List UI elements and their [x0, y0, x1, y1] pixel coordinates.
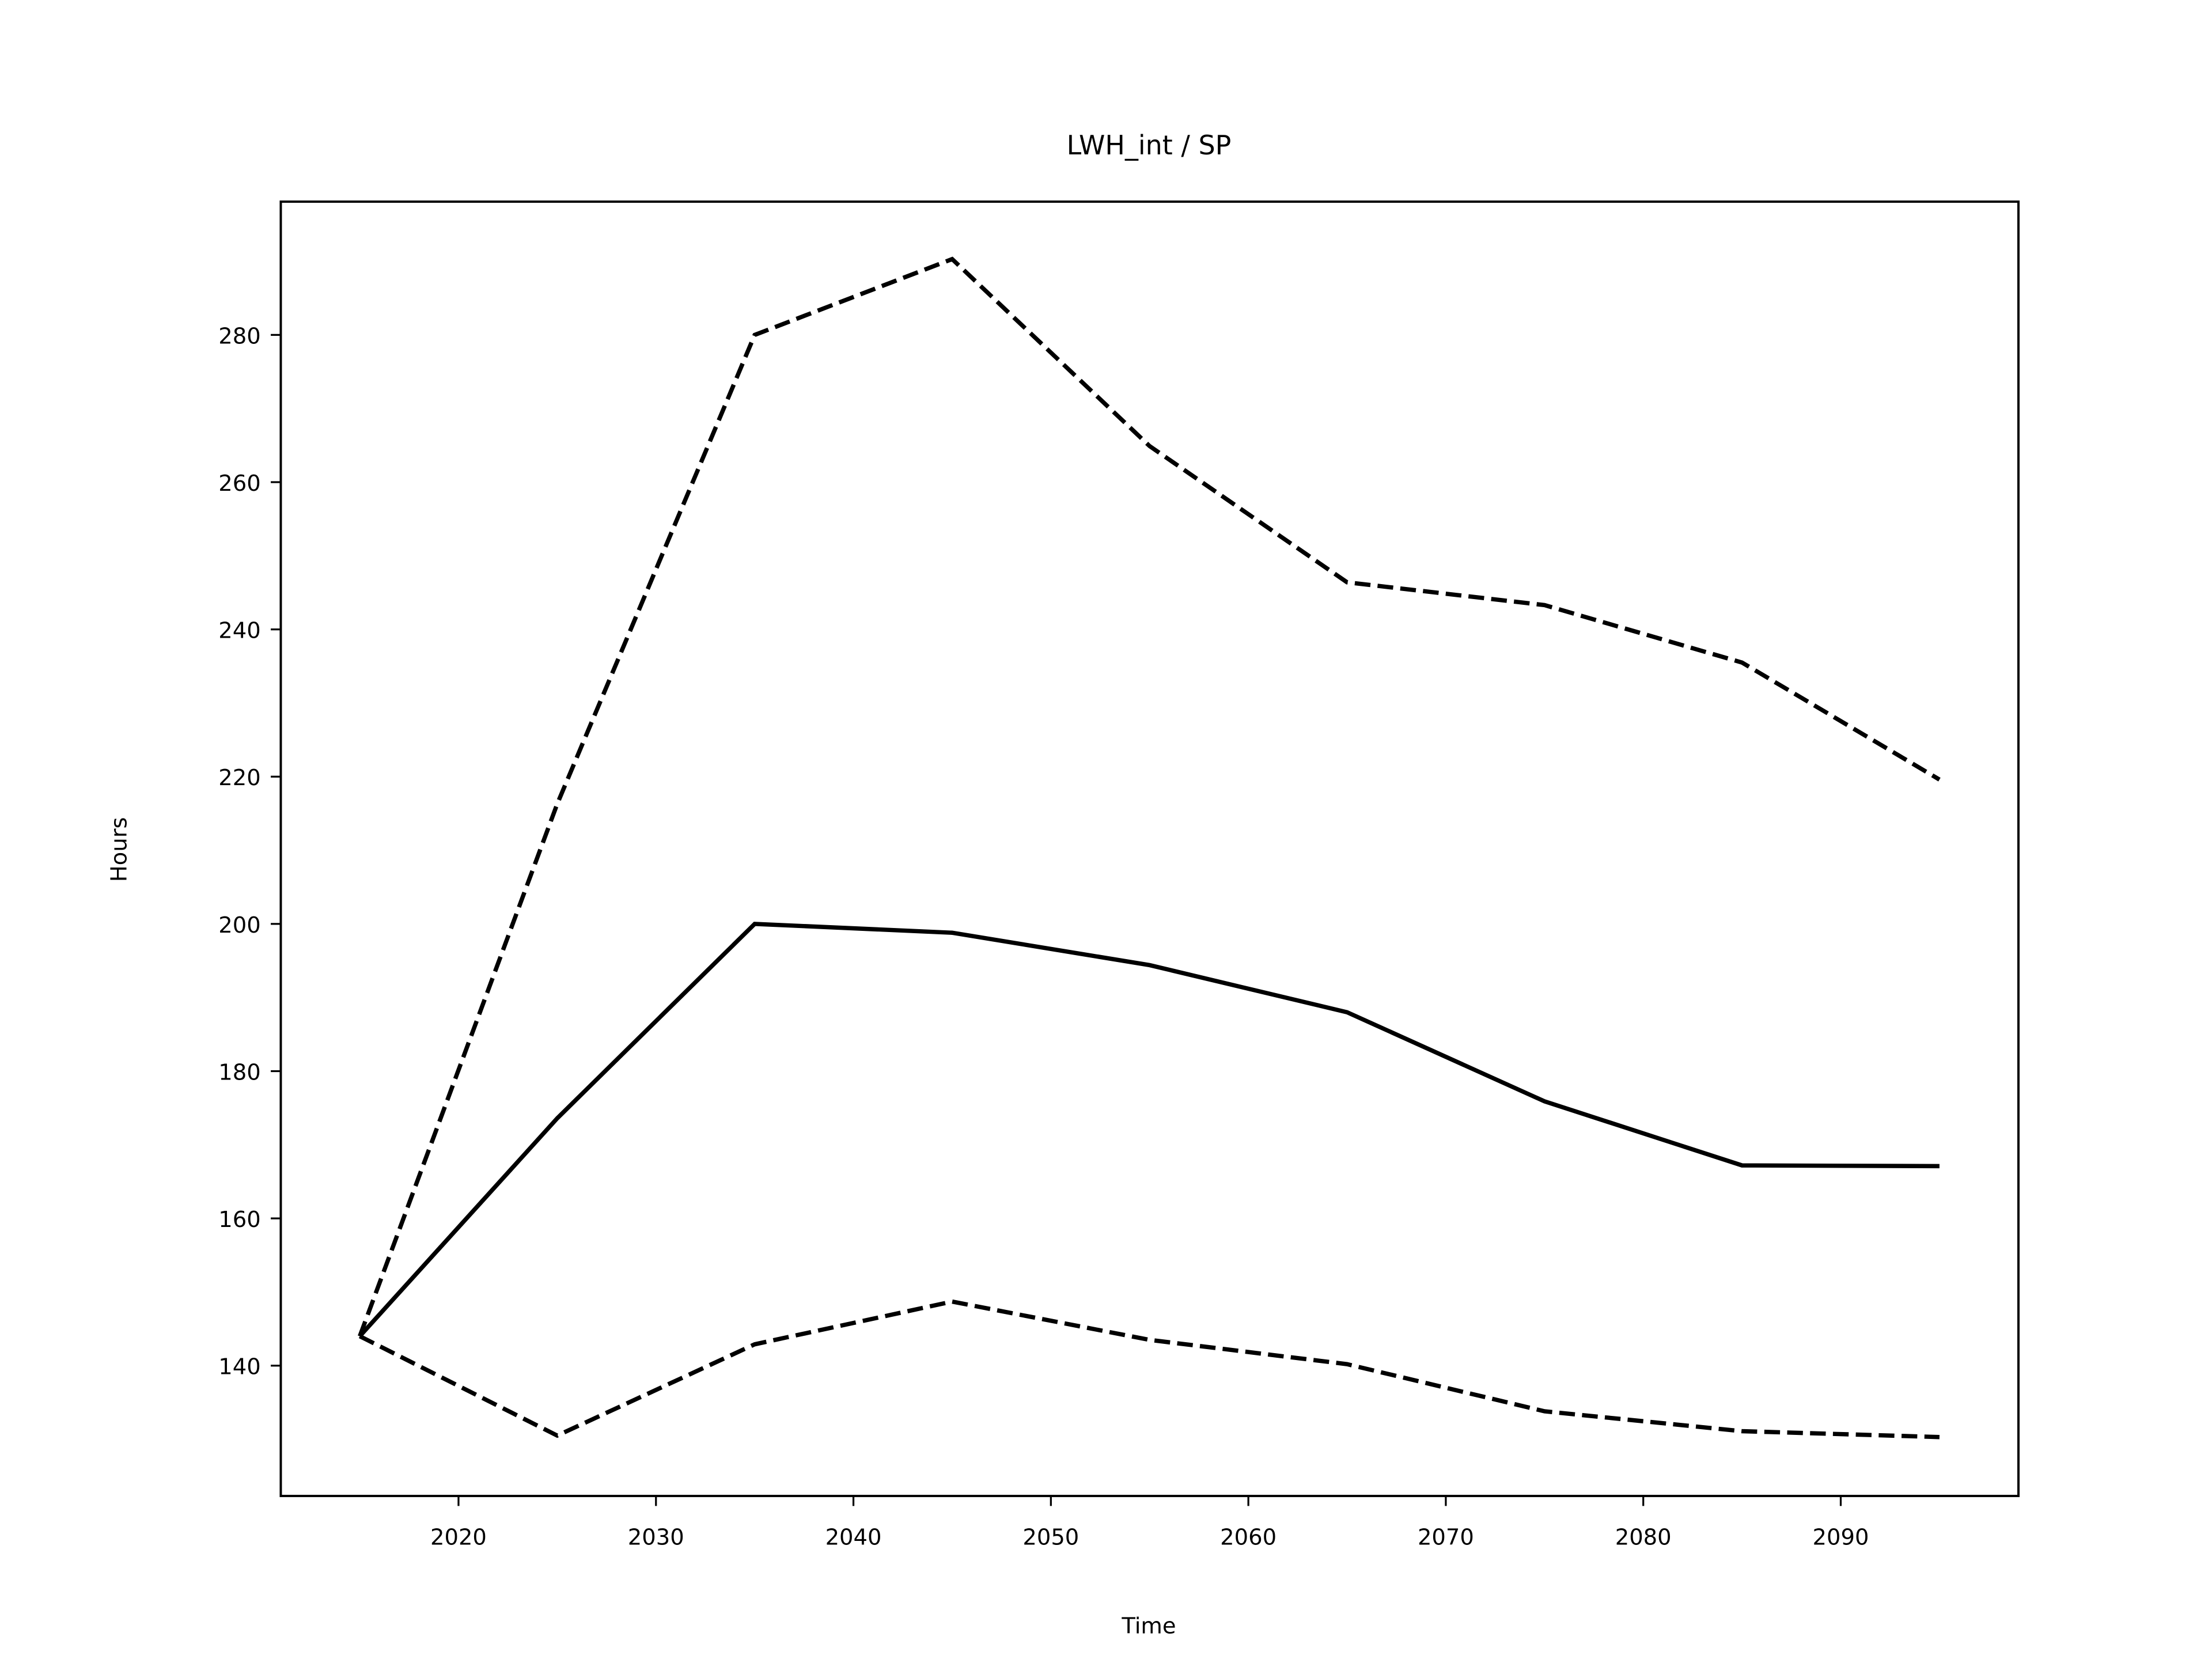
- y-axis-label: Hours: [106, 817, 132, 882]
- y-tick-label: 180: [218, 1059, 260, 1085]
- chart-title: LWH_int / SP: [1067, 130, 1232, 161]
- line-series: [358, 256, 1941, 1337]
- x-tick-label: 2030: [628, 1524, 684, 1550]
- y-tick-label: 140: [218, 1354, 260, 1380]
- y-tick-label: 240: [218, 618, 260, 644]
- x-axis-label: Time: [1121, 1613, 1176, 1639]
- line-series: [358, 922, 1940, 1338]
- x-tick-label: 2080: [1615, 1524, 1672, 1550]
- y-tick-label: 200: [218, 912, 260, 938]
- x-tick-label: 2090: [1813, 1524, 1869, 1550]
- y-tick-label: 260: [218, 471, 260, 497]
- x-tick-label: 2040: [825, 1524, 882, 1550]
- line-series: [358, 1299, 1940, 1440]
- x-tick-label: 2060: [1220, 1524, 1277, 1550]
- x-tick-label: 2070: [1418, 1524, 1474, 1550]
- y-tick-label: 160: [218, 1207, 260, 1233]
- x-tick-label: 2050: [1022, 1524, 1079, 1550]
- y-tick-label: 280: [218, 323, 260, 349]
- x-tick-label: 2020: [430, 1524, 487, 1550]
- plot-frame: [279, 200, 2020, 1497]
- y-tick-label: 220: [218, 765, 260, 791]
